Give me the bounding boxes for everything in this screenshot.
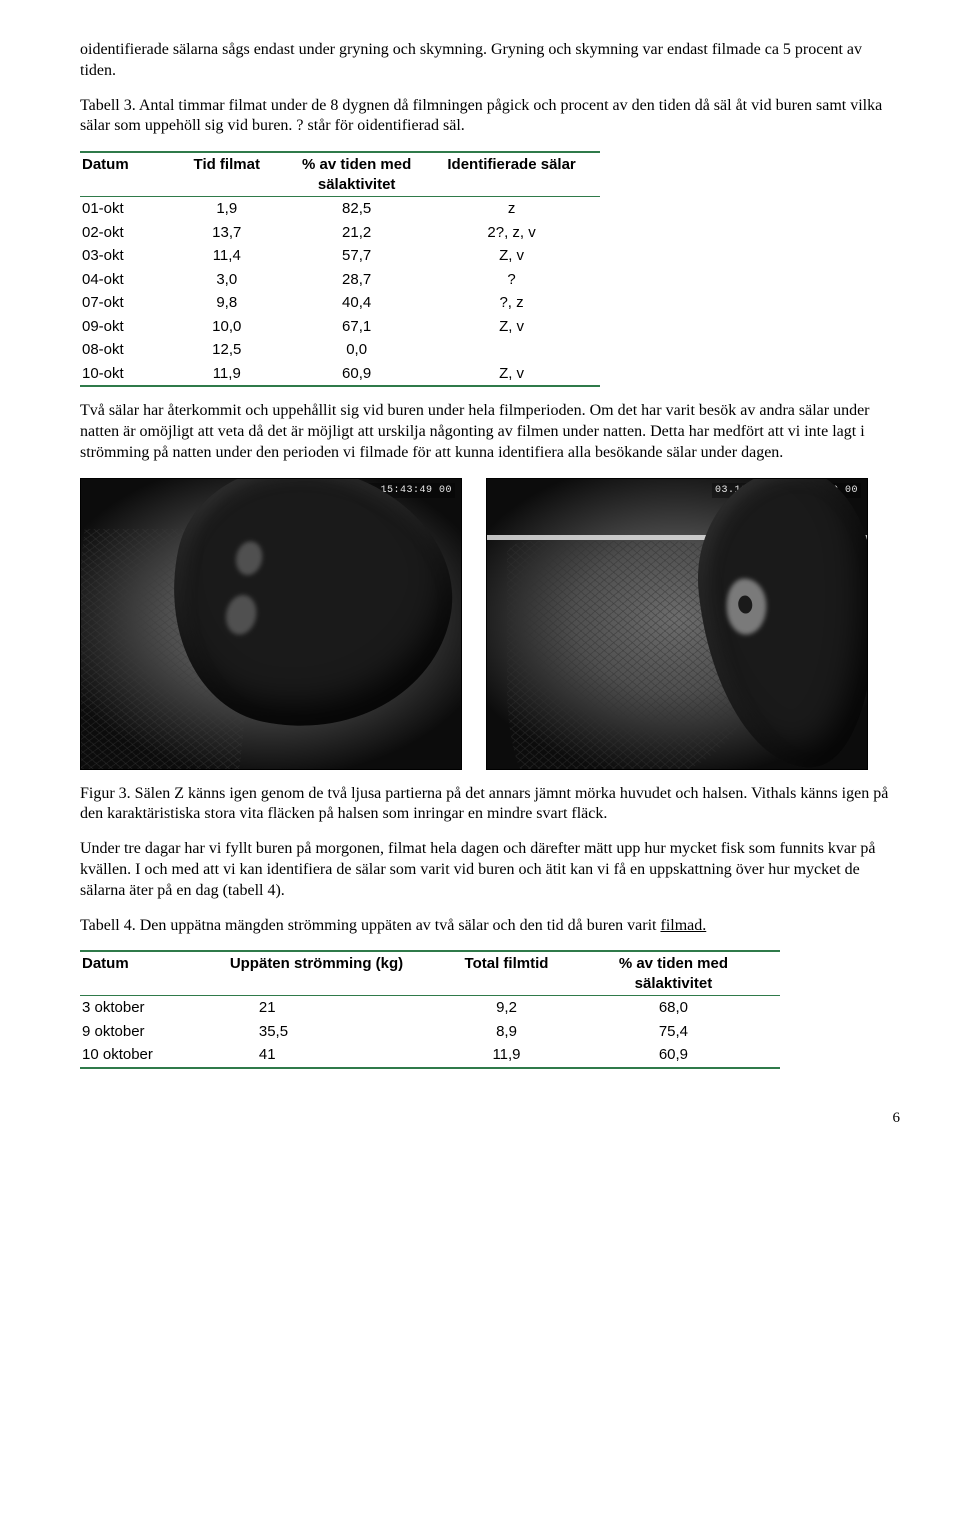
table3-h-ident: Identifierade sälar bbox=[435, 152, 600, 197]
figure3-image-left: 02.10.2004 15:43:49 00 bbox=[80, 478, 462, 770]
table3: Datum Tid filmat % av tiden med sälaktiv… bbox=[80, 151, 600, 387]
table-row: 10 oktober4111,960,9 bbox=[80, 1043, 780, 1068]
table4-h-pct: % av tiden med sälaktivitet bbox=[579, 951, 780, 996]
table4: Datum Uppäten strömming (kg) Total filmt… bbox=[80, 950, 780, 1069]
page-number: 6 bbox=[80, 1109, 900, 1129]
table3-caption: Tabell 3. Antal timmar filmat under de 8… bbox=[80, 96, 900, 138]
table-row: 10-okt11,960,9Z, v bbox=[80, 362, 600, 387]
table-row: 02-okt13,721,22?, z, v bbox=[80, 221, 600, 245]
figure3-caption: Figur 3. Sälen Z känns igen genom de två… bbox=[80, 784, 900, 826]
table4-caption-lead: Tabell 4. Den uppätna mängden strömming … bbox=[80, 917, 660, 934]
figure3-row: 02.10.2004 15:43:49 00 03.10.2004 12:57:… bbox=[80, 478, 900, 770]
table-row: 3 oktober219,268,0 bbox=[80, 996, 780, 1020]
figure3-image-right: 03.10.2004 12:57:40 00 bbox=[486, 478, 868, 770]
table4-caption: Tabell 4. Den uppätna mängden strömming … bbox=[80, 916, 900, 937]
table-row: 9 oktober35,58,975,4 bbox=[80, 1020, 780, 1044]
paragraph-after-fig: Under tre dagar har vi fyllt buren på mo… bbox=[80, 839, 900, 901]
table-row: 01-okt1,982,5z bbox=[80, 197, 600, 221]
table4-h-filmtid: Total filmtid bbox=[446, 951, 579, 996]
table4-h-kg: Uppäten strömming (kg) bbox=[199, 951, 446, 996]
paragraph-top: oidentifierade sälarna sågs endast under… bbox=[80, 40, 900, 82]
table3-h-datum: Datum bbox=[80, 152, 175, 197]
table-row: 03-okt11,457,7Z, v bbox=[80, 244, 600, 268]
paragraph-mid: Två sälar har återkommit och uppehållit … bbox=[80, 401, 900, 463]
table-row: 07-okt9,840,4?, z bbox=[80, 291, 600, 315]
table3-h-pct: % av tiden med sälaktivitet bbox=[290, 152, 435, 197]
table-row: 09-okt10,067,1Z, v bbox=[80, 315, 600, 339]
table-row: 04-okt3,028,7? bbox=[80, 268, 600, 292]
table3-header-row: Datum Tid filmat % av tiden med sälaktiv… bbox=[80, 152, 600, 197]
table4-caption-underlined: filmad. bbox=[660, 917, 706, 934]
table3-h-tid: Tid filmat bbox=[175, 152, 290, 197]
table-row: 08-okt12,50,0 bbox=[80, 338, 600, 362]
table4-h-datum: Datum bbox=[80, 951, 199, 996]
table4-header-row: Datum Uppäten strömming (kg) Total filmt… bbox=[80, 951, 780, 996]
